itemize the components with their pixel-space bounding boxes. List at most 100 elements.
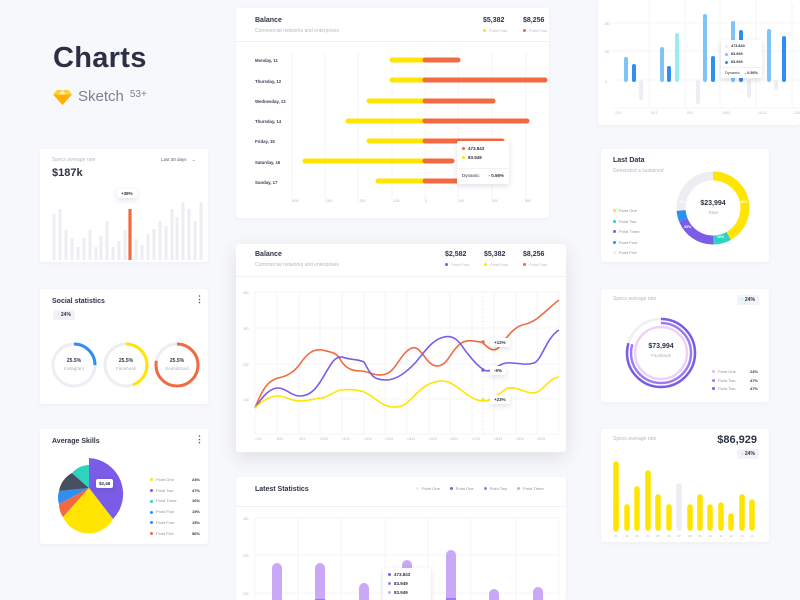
concentric-rings-chart bbox=[625, 317, 697, 389]
line-annotation-purple: -5% bbox=[490, 366, 507, 375]
ring-value: 25.5% bbox=[169, 358, 185, 364]
svg-text:Sunday, 17: Sunday, 17 bbox=[255, 180, 278, 185]
svg-text:16%: 16% bbox=[717, 235, 725, 239]
svg-text:-300: -300 bbox=[325, 199, 332, 203]
svg-text:11: 11 bbox=[719, 534, 722, 538]
legend-item: Point Four 15% bbox=[150, 507, 200, 518]
svg-text:01: 01 bbox=[614, 534, 618, 538]
svg-text:Friday, 15: Friday, 15 bbox=[255, 139, 275, 144]
svg-text:09: 09 bbox=[698, 534, 702, 538]
svg-text:14: 14 bbox=[750, 534, 754, 538]
skills-pie-chart bbox=[58, 458, 124, 534]
legend-item: Point Four 15% bbox=[150, 518, 200, 529]
svg-text:-400: -400 bbox=[291, 199, 298, 203]
legend-item: Point Two 47% bbox=[712, 385, 758, 394]
donut-chart: 48% 16% 33% 6% bbox=[676, 171, 750, 245]
svg-text:33%: 33% bbox=[684, 225, 692, 229]
svg-text:200: 200 bbox=[243, 554, 249, 558]
sketch-diamond-icon bbox=[53, 89, 72, 105]
svg-text:Thursday, 14: Thursday, 14 bbox=[255, 119, 282, 124]
svg-text:300: 300 bbox=[243, 327, 249, 331]
svg-text:12/12: 12/12 bbox=[364, 437, 372, 441]
specs-rate-card: Specs average rate $187k Last 30 days ⌄ … bbox=[40, 149, 208, 262]
line-chart: 400 300 200 100 7/12 8/12 9/12 10/12 11/12 12/1… bbox=[243, 291, 560, 441]
svg-text:11/12: 11/12 bbox=[758, 111, 766, 115]
more-menu-icon[interactable]: ⋮ bbox=[195, 294, 204, 304]
svg-text:Wednesday, 13: Wednesday, 13 bbox=[255, 99, 286, 104]
card-title: Social statistics bbox=[52, 298, 105, 305]
card-title: Last Data bbox=[613, 157, 645, 164]
svg-text:6%: 6% bbox=[680, 200, 686, 204]
svg-text:14/12: 14/12 bbox=[407, 437, 415, 441]
donut-total-label: Total bbox=[708, 210, 718, 215]
svg-text:100: 100 bbox=[243, 592, 249, 596]
card-subtitle: Commercial networks and enterprises bbox=[255, 28, 339, 34]
card-value: $86,929 bbox=[717, 434, 757, 446]
svg-text:10: 10 bbox=[708, 534, 712, 538]
ring-label: Soundcloud bbox=[165, 366, 189, 371]
svg-text:200: 200 bbox=[243, 363, 249, 367]
line-annotation-orange: +12% bbox=[490, 338, 510, 347]
card-value: $187k bbox=[52, 167, 83, 179]
svg-text:02: 02 bbox=[625, 534, 629, 538]
svg-text:48%: 48% bbox=[740, 200, 748, 204]
stat-legend: Point Four bbox=[523, 28, 547, 33]
arrow-up-icon: ↑ bbox=[57, 312, 60, 318]
svg-text:100: 100 bbox=[243, 398, 249, 402]
trend-badge: ↓ 24% bbox=[737, 449, 759, 459]
svg-text:13/12: 13/12 bbox=[385, 437, 393, 441]
arrow-down-icon: ↓ bbox=[741, 451, 744, 457]
sketch-badge: Sketch 53+ bbox=[53, 88, 147, 105]
period-dropdown[interactable]: Last 30 days ⌄ bbox=[161, 157, 196, 162]
legend-item: Point Five bbox=[613, 248, 640, 259]
stat-value: $8,256 bbox=[523, 17, 545, 24]
bar-tooltip: 473.843 83.949 83.949 Dynamic - 0.56% bbox=[721, 40, 762, 78]
legend-item: Point One bbox=[449, 486, 474, 491]
svg-text:200: 200 bbox=[604, 22, 610, 26]
svg-text:Monday, 11: Monday, 11 bbox=[255, 58, 278, 63]
svg-text:15/12: 15/12 bbox=[429, 437, 437, 441]
svg-text:12/12: 12/12 bbox=[794, 111, 800, 115]
ring-value: 25.5% bbox=[118, 358, 134, 364]
ring-label: Facebook bbox=[116, 366, 136, 371]
arrow-up-icon: ↑ bbox=[741, 297, 744, 303]
stat-value: $5,382 bbox=[483, 17, 505, 24]
svg-text:08: 08 bbox=[688, 534, 692, 538]
specs-yellow-card: Specs average rate $86,929 ↓ 24% 01 02 03 0 bbox=[601, 429, 769, 542]
plugin-count: 53+ bbox=[129, 88, 147, 100]
svg-text:11/12: 11/12 bbox=[342, 437, 350, 441]
svg-text:8/12: 8/12 bbox=[277, 437, 284, 441]
stat-value: $5,382 bbox=[484, 251, 506, 258]
horizontal-bar-chart: Monday, 11 Thursday, 12 Wednesday, 13 Thur… bbox=[255, 53, 548, 203]
svg-text:0: 0 bbox=[425, 199, 427, 203]
svg-text:9/12: 9/12 bbox=[687, 111, 694, 115]
latest-legend: Point One Point One Point Two Point Thre… bbox=[416, 486, 544, 491]
legend-item: Point Four bbox=[613, 238, 640, 249]
svg-text:100: 100 bbox=[458, 199, 464, 203]
svg-text:8/12: 8/12 bbox=[651, 111, 658, 115]
svg-text:10/12: 10/12 bbox=[320, 437, 328, 441]
svg-text:17/12: 17/12 bbox=[472, 437, 480, 441]
legend-item: Point Three bbox=[517, 486, 544, 491]
svg-text:Thursday, 12: Thursday, 12 bbox=[255, 79, 282, 84]
social-rings bbox=[51, 342, 200, 388]
svg-text:04: 04 bbox=[646, 534, 650, 538]
more-menu-icon[interactable]: ⋮ bbox=[195, 434, 204, 444]
chevron-down-icon: ⌄ bbox=[191, 157, 196, 162]
latest-statistics-card: Latest Statistics Point One Point One Po… bbox=[236, 477, 566, 600]
legend-item: Point One 24% bbox=[150, 475, 200, 486]
stat-legend: Point Four bbox=[484, 262, 508, 267]
legend-item: Point One bbox=[416, 486, 440, 491]
last-data-legend: Point One Point Two Point Three Point Fo… bbox=[613, 206, 640, 259]
blue-bar-card: 200 100 0 7/12 8/12 9/12 10/12 11/12 12/12 473.… bbox=[598, 0, 800, 125]
stat-value: $2,582 bbox=[445, 251, 467, 258]
svg-text:300: 300 bbox=[525, 199, 531, 203]
svg-text:400: 400 bbox=[243, 291, 249, 295]
svg-text:05: 05 bbox=[656, 534, 660, 538]
legend-item: Point One bbox=[613, 206, 640, 217]
legend-item: Point Two 47% bbox=[150, 486, 200, 497]
svg-text:7/12: 7/12 bbox=[615, 111, 622, 115]
stat-legend: Point Four bbox=[445, 262, 469, 267]
legend-item: Point Three 16% bbox=[150, 496, 200, 507]
svg-text:100: 100 bbox=[604, 50, 610, 54]
